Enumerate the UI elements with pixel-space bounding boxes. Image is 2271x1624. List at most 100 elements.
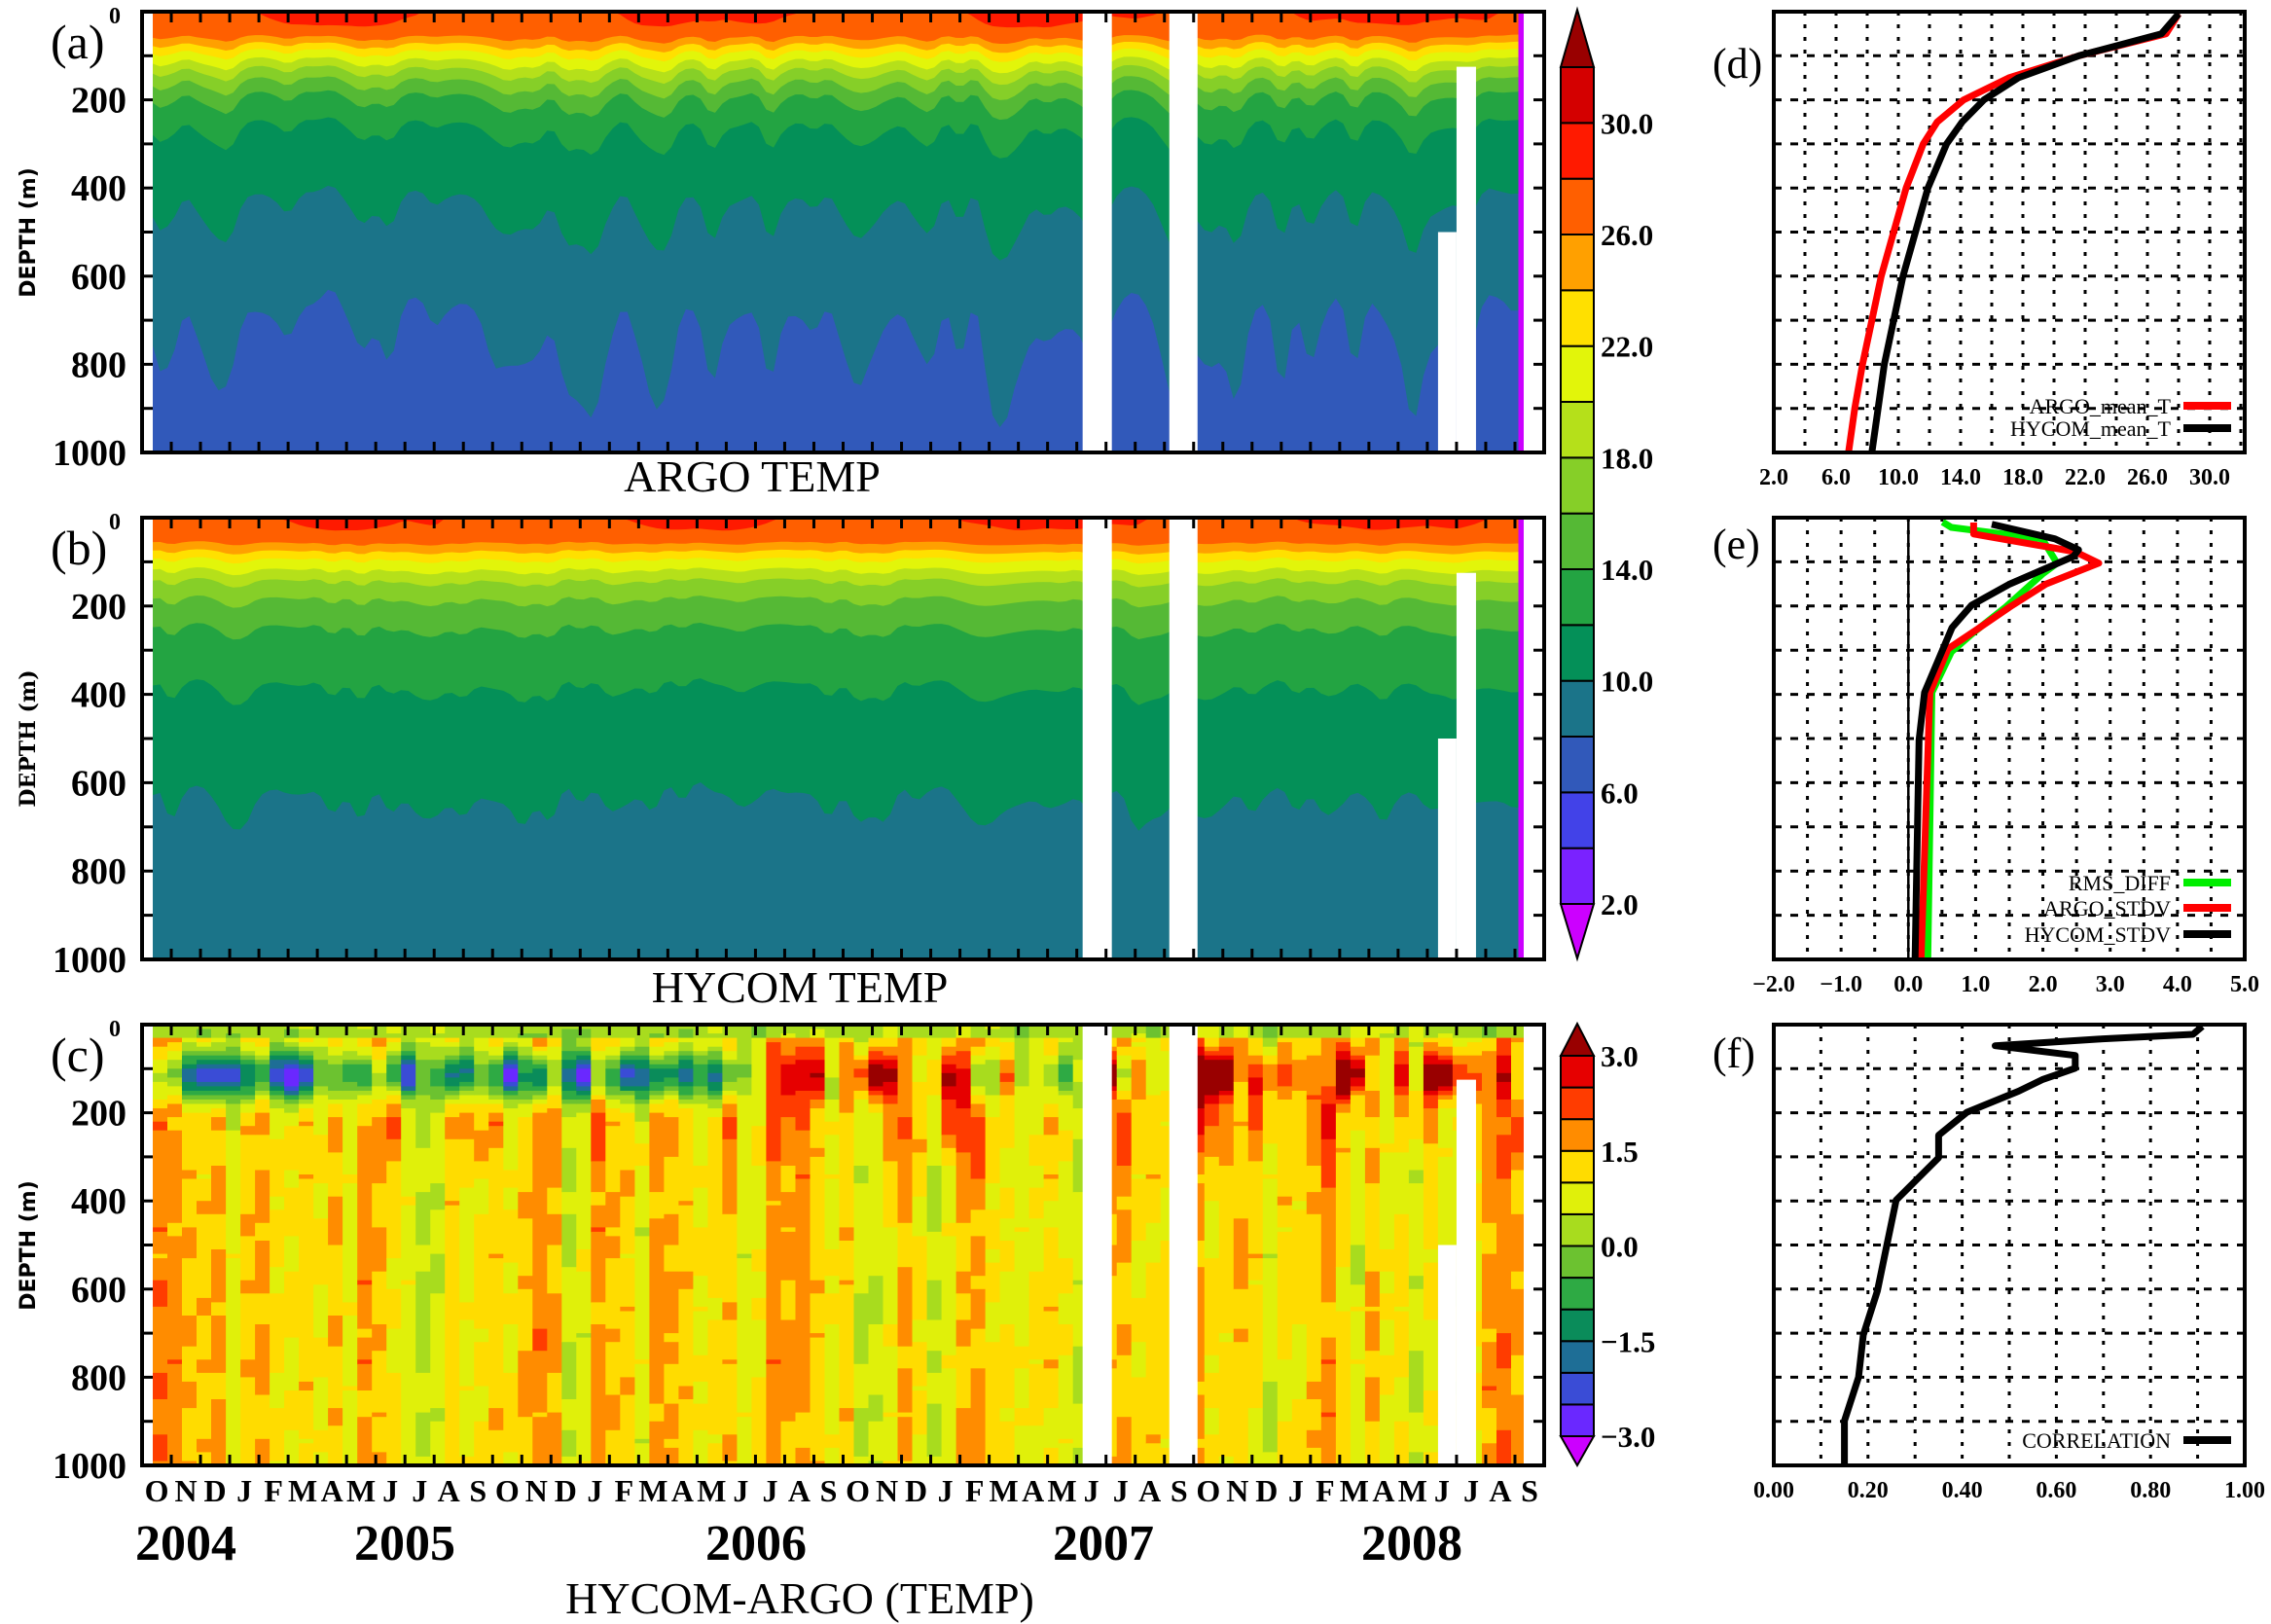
contour-cell	[1058, 1161, 1074, 1259]
month-label: J	[1113, 1473, 1129, 1508]
contour-cell	[912, 1386, 928, 1391]
contour-cell	[415, 1037, 431, 1043]
contour-cell	[532, 1037, 548, 1048]
month-label: J	[1288, 1473, 1304, 1508]
contour-cell	[401, 1042, 416, 1052]
contour-cell	[693, 1354, 708, 1383]
contour-cell	[1408, 1288, 1424, 1352]
contour-cell	[211, 1130, 227, 1167]
contour-cell	[1145, 1443, 1162, 1466]
month-label: M	[1048, 1473, 1077, 1508]
contour-cell	[620, 1112, 635, 1172]
contour-cell	[503, 1100, 519, 1109]
contour-cell	[649, 1218, 665, 1405]
contour-cell	[795, 1046, 811, 1061]
contour-cell	[299, 1091, 314, 1097]
colorbar-high-arrow	[1559, 6, 1596, 68]
contour-cell	[883, 1417, 899, 1462]
contour-cell	[182, 1316, 198, 1348]
contour-cell	[1423, 1037, 1439, 1043]
contour-cell	[342, 1183, 358, 1303]
colorbar-segment	[1560, 1212, 1595, 1247]
contour-cell	[211, 1060, 227, 1065]
contour-cell	[780, 1025, 797, 1034]
contour-cell	[664, 1095, 679, 1101]
contour-cell	[197, 1029, 212, 1039]
contour-cell	[197, 1297, 212, 1317]
contour-cell	[1145, 1434, 1162, 1444]
contour-cell	[707, 1051, 723, 1061]
contour-cell	[459, 1319, 475, 1388]
contour-cell	[1116, 1417, 1133, 1466]
contour-cell	[678, 1037, 694, 1043]
contour-cell	[299, 1095, 314, 1101]
contour-cell	[999, 1042, 1016, 1061]
month-label: A	[1372, 1473, 1394, 1508]
contour-cell	[883, 1324, 899, 1348]
contour-cell	[299, 1081, 314, 1087]
contour-cell	[1014, 1408, 1030, 1426]
contour-cell	[153, 1081, 168, 1101]
contour-cell	[620, 1060, 635, 1065]
colorbar-label: −1.5	[1601, 1324, 1655, 1358]
contour-cell	[591, 1302, 606, 1325]
contour-cell	[357, 1025, 373, 1030]
contour-cell	[197, 1064, 212, 1069]
contour-cell	[795, 1447, 811, 1466]
contour-cell	[386, 1081, 402, 1087]
contour-cell	[270, 1060, 285, 1069]
contour-cell	[1218, 1095, 1235, 1105]
contour-cell	[1320, 1337, 1337, 1360]
contour-cell	[299, 1381, 314, 1391]
contour-cell	[401, 1108, 416, 1198]
month-label: N	[174, 1473, 197, 1508]
contour-cell	[401, 1055, 416, 1061]
contour-cell	[182, 1381, 198, 1409]
contour-cell	[1204, 1037, 1220, 1048]
contour-cell	[532, 1033, 548, 1039]
contour-cell	[620, 1103, 635, 1114]
contour-cell	[167, 1222, 183, 1237]
contour-cell	[270, 1055, 285, 1061]
contour-cell	[1306, 1213, 1322, 1383]
contour-cell	[299, 1029, 314, 1039]
contour-cell	[153, 1046, 168, 1061]
contour-cell	[153, 1280, 168, 1308]
contour-cell	[634, 1236, 650, 1360]
contour-cell	[1320, 1417, 1337, 1466]
contour-cell	[167, 1051, 183, 1061]
contour-cell	[883, 1046, 899, 1057]
contour-cell	[1028, 1363, 1045, 1426]
contour-cell	[722, 1095, 738, 1105]
contour-cell	[1350, 1363, 1366, 1466]
contour-cell	[299, 1055, 314, 1061]
contour-cell	[999, 1271, 1016, 1325]
contour-cell	[1320, 1412, 1337, 1418]
contour-cell	[532, 1351, 548, 1414]
contour-cell	[1482, 1222, 1497, 1255]
contour-cell	[167, 1103, 183, 1118]
month-label: D	[905, 1473, 927, 1508]
contour-cell	[372, 1351, 387, 1414]
contour-cell	[430, 1112, 446, 1184]
x-tick-label: 6.0	[1821, 465, 1851, 490]
contour-cell	[270, 1068, 285, 1083]
y-tick-label: 800	[71, 344, 126, 385]
contour-cell	[1393, 1306, 1410, 1312]
contour-cell	[1350, 1025, 1366, 1039]
contour-cell	[182, 1042, 198, 1052]
contour-cell	[1116, 1112, 1133, 1167]
contour-cell	[853, 1060, 870, 1069]
month-label: A	[1138, 1473, 1161, 1508]
colorbar-segment	[1560, 1118, 1595, 1152]
contour-cell	[1043, 1201, 1060, 1228]
contour-cell	[518, 1072, 533, 1083]
contour-cell	[620, 1046, 635, 1052]
contour-cell	[649, 1055, 665, 1061]
month-label: D	[203, 1473, 226, 1508]
y-tick-label: 1000	[53, 940, 126, 981]
contour-cell	[912, 1025, 928, 1039]
contour-cell	[532, 1046, 548, 1052]
